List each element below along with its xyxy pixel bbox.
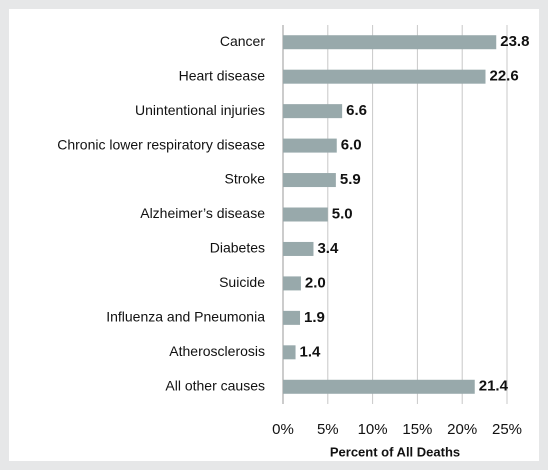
bar	[283, 241, 314, 256]
value-label: 1.4	[300, 343, 322, 360]
y-tick-label: Atherosclerosis	[169, 343, 265, 359]
bar	[283, 173, 336, 188]
y-tick-label: Chronic lower respiratory disease	[57, 136, 265, 152]
x-tick-label: 0%	[272, 421, 294, 438]
value-label: 3.4	[317, 240, 339, 257]
y-tick-label: Diabetes	[210, 240, 265, 256]
value-label: 6.0	[341, 137, 362, 154]
y-tick-label: Alzheimer’s disease	[140, 205, 265, 221]
value-label: 23.8	[500, 33, 529, 50]
y-tick-label: Heart disease	[179, 67, 266, 83]
x-tick-label: 5%	[317, 421, 339, 438]
value-label: 21.4	[479, 378, 509, 395]
y-tick-label: All other causes	[165, 377, 265, 393]
y-tick-label: Influenza and Pneumonia	[106, 309, 265, 325]
bar	[283, 138, 337, 153]
x-axis-title: Percent of All Deaths	[330, 444, 460, 459]
y-tick-label: Suicide	[219, 274, 265, 290]
y-tick-label: Cancer	[220, 33, 265, 49]
x-tick-label: 15%	[402, 421, 432, 438]
y-tick-label: Stroke	[225, 171, 266, 187]
value-label: 5.9	[340, 171, 361, 188]
x-tick-label: 10%	[358, 421, 388, 438]
bar	[283, 104, 343, 119]
value-label: 22.6	[489, 68, 518, 85]
value-label: 1.9	[304, 309, 325, 326]
bar	[283, 379, 475, 394]
value-label: 5.0	[332, 205, 353, 222]
bar	[283, 35, 497, 50]
bar	[283, 345, 296, 360]
bar	[283, 207, 328, 222]
x-tick-label: 20%	[447, 421, 477, 438]
bar	[283, 69, 486, 84]
value-label: 2.0	[305, 274, 326, 291]
x-tick-label: 25%	[492, 421, 522, 438]
bar	[283, 276, 301, 291]
y-tick-label: Unintentional injuries	[135, 102, 265, 118]
value-label: 6.6	[346, 102, 367, 119]
bar	[283, 310, 301, 325]
